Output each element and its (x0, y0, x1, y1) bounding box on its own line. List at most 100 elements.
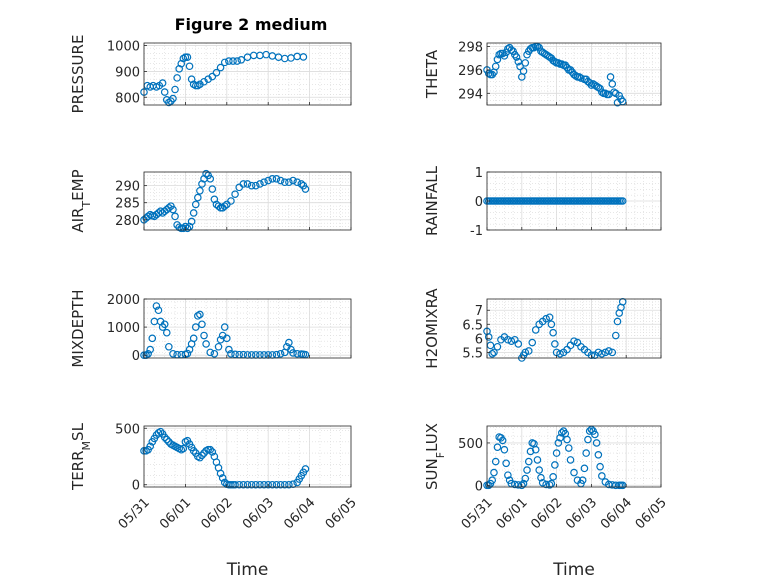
data-point (566, 456, 575, 464)
y-tick-label: 1 (475, 166, 483, 181)
y-tick-label: 290 (115, 180, 140, 195)
data-point (191, 200, 200, 209)
subplot-mixdepth: 0 1000 2000 MIXDEPTH (69, 289, 352, 368)
x-tick-label: 06/02 (528, 495, 565, 532)
data-point (169, 349, 177, 358)
data-point (523, 50, 531, 59)
data-point (212, 68, 221, 77)
data-point (208, 185, 217, 193)
series-markers (483, 298, 627, 362)
data-point (533, 456, 542, 464)
data-point (260, 178, 268, 187)
series-markers (140, 50, 308, 107)
axes-box (143, 171, 352, 231)
data-point (183, 53, 192, 62)
data-point (542, 314, 550, 323)
subplot-h2omixra: 5.566.57 H2OMIXRA (423, 288, 662, 369)
data-point (225, 57, 233, 65)
data-point (165, 204, 173, 212)
data-point (165, 342, 173, 351)
data-point (570, 468, 578, 477)
data-point (297, 180, 306, 188)
data-point (247, 480, 256, 489)
data-point (280, 480, 289, 489)
series-markers (140, 427, 310, 489)
data-point (528, 338, 537, 347)
data-point (488, 476, 497, 485)
data-point (206, 175, 215, 183)
data-point (556, 434, 564, 442)
data-point (493, 443, 502, 451)
data-point (556, 349, 564, 358)
data-point (577, 74, 585, 82)
data-point (173, 74, 181, 82)
y-tick-label: 1000 (107, 40, 140, 55)
series-markers (140, 302, 310, 359)
data-point (276, 349, 285, 358)
x-tick-label: 06/01 (494, 495, 531, 532)
data-point (285, 178, 293, 187)
y-axis-label: SUNFLUX (423, 423, 447, 490)
data-point (183, 224, 192, 233)
data-point (531, 445, 540, 454)
axes-box (143, 42, 352, 106)
x-tick-label: 06/04 (281, 495, 318, 532)
data-point (268, 480, 277, 489)
data-point (570, 337, 578, 345)
y-axis-label: RAINFALL (423, 165, 441, 236)
data-point (216, 63, 225, 72)
data-point (208, 72, 217, 81)
y-tick-label: 7 (475, 304, 483, 319)
data-point (542, 480, 550, 489)
data-point (521, 348, 530, 357)
data-point (587, 81, 596, 89)
data-point (549, 328, 557, 337)
data-point (200, 331, 208, 340)
y-tick-label: 296 (458, 64, 483, 79)
data-point (146, 345, 155, 354)
data-point (214, 342, 223, 351)
data-point (276, 480, 285, 489)
subplot-theta: 294 296 298 THETA (423, 41, 662, 107)
subplot-pressure: 800 900 1000 PRESSURE (69, 35, 352, 113)
x-tick-label: 05/31 (116, 495, 153, 532)
data-point (220, 58, 229, 67)
data-point (216, 204, 225, 212)
data-point (210, 349, 219, 358)
data-point (237, 55, 246, 64)
data-point (179, 444, 188, 453)
data-point (194, 193, 202, 202)
data-point (545, 481, 554, 489)
data-point (227, 197, 235, 205)
subplot-air-temp: 280 285 290 AIRTEMP (69, 169, 352, 233)
data-point (495, 50, 503, 59)
data-point (535, 466, 544, 474)
data-point (285, 338, 293, 347)
data-point (531, 326, 540, 334)
y-tick-label: 0 (475, 479, 483, 494)
data-point (521, 474, 530, 483)
data-point (216, 469, 225, 478)
axes-box (486, 42, 662, 106)
x-tick-label: 06/05 (323, 495, 360, 532)
data-point (198, 451, 206, 460)
data-point (196, 453, 204, 462)
data-point (251, 181, 260, 190)
data-point (194, 312, 202, 320)
data-point (511, 480, 519, 489)
data-point (223, 334, 231, 343)
data-point (189, 209, 198, 217)
data-point (502, 459, 510, 468)
series-markers (483, 425, 627, 490)
y-tick-label: 900 (115, 65, 140, 80)
data-point (301, 465, 310, 473)
data-point (233, 57, 241, 65)
data-point (584, 435, 592, 444)
data-point (146, 442, 155, 451)
data-point (526, 447, 535, 456)
data-point (537, 473, 545, 482)
y-axis-label: THETA (423, 49, 441, 99)
